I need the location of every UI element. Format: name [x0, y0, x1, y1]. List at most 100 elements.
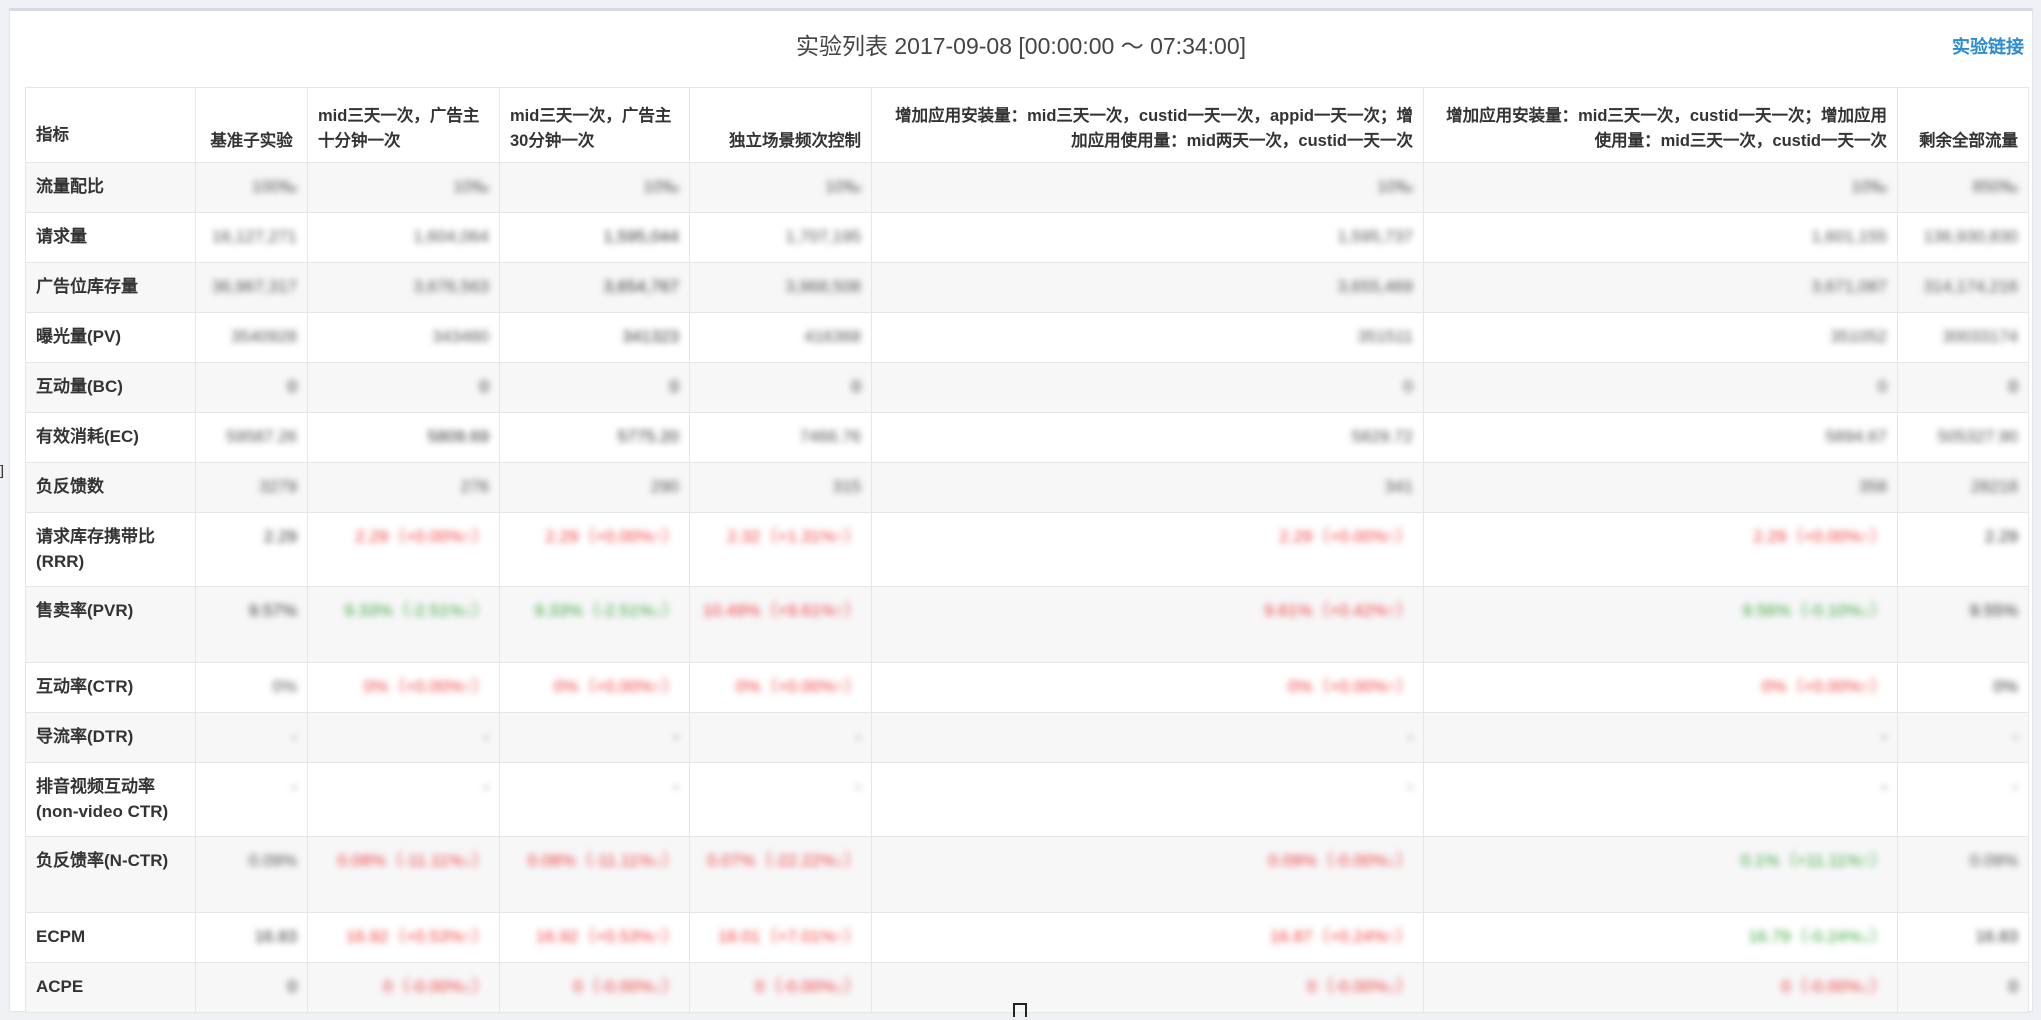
cell-value: 16.79（-0.24%↓）: [1748, 927, 1887, 946]
table-cell: 16.92（+0.53%↑）: [307, 912, 500, 963]
cell-value: 136,930,830: [1923, 227, 2018, 246]
table-cell: 7466.76: [689, 412, 872, 463]
page-title: 实验列表 2017-09-08 [00:00:00 ～ 07:34:00]: [795, 33, 1247, 59]
table-row: 互动量(BC) 0 0 0 0 0 0 0: [25, 362, 2029, 413]
table-cell: 2.32（+1.31%↑）: [689, 512, 872, 587]
table-cell: -: [195, 712, 308, 763]
table-cell: 0.09%: [1897, 836, 2029, 913]
table-cell: 5894.67: [1423, 412, 1898, 463]
table-cell: 18.01（+7.01%↑）: [689, 912, 872, 963]
cell-value: 0.1%（+11.11%↑）: [1740, 851, 1887, 870]
cell-value: 0（-0.00%↓）: [383, 977, 489, 996]
table-row: 导流率(DTR) - - - - - - -: [25, 712, 2029, 763]
cell-value: 3,654,767: [603, 277, 679, 296]
table-cell: 3,968,508: [689, 262, 872, 313]
table-cell: 1,604,064: [307, 212, 500, 263]
metric-label: 互动率(CTR): [25, 662, 196, 713]
cell-value: 2.29（+0.00%↑）: [1279, 527, 1413, 546]
cell-value: 9.61%（+0.42%↑）: [1264, 601, 1413, 620]
table-row: 有效消耗(EC) 59587.26 5809.69 5775.20 7466.76 582…: [25, 412, 2029, 463]
cell-value: 850‰: [1972, 177, 2018, 196]
table-cell: 10‰: [689, 162, 872, 213]
table-cell: 351511: [871, 312, 1424, 363]
cell-value: -: [483, 777, 489, 796]
cell-value: -: [1881, 727, 1887, 746]
table-cell: 5829.72: [871, 412, 1424, 463]
experiment-panel: 实验列表 2017-09-08 [00:00:00 ～ 07:34:00] 实验…: [9, 8, 2033, 1013]
metric-label: 负反馈数: [25, 462, 196, 513]
table-cell: 9.33%（-2.51%↓）: [499, 586, 690, 663]
cell-value: -: [291, 777, 297, 796]
column-header: 基准子实验: [195, 87, 308, 163]
resize-handle[interactable]: [1013, 1003, 1027, 1017]
table-header-row: 指标 基准子实验 mid三天一次，广告主十分钟一次 mid三天一次，广告主30分…: [25, 87, 2029, 163]
table-cell: 0.09%: [195, 836, 308, 913]
metric-label: 广告位库存量: [25, 262, 196, 313]
table-cell: 0.1%（+11.11%↑）: [1423, 836, 1898, 913]
cell-value: 0（-0.00%↓）: [755, 977, 861, 996]
cell-value: 30033174: [1942, 327, 2018, 346]
table-cell: 0%（+0.00%↑）: [499, 662, 690, 713]
cell-value: 276: [460, 477, 489, 496]
cell-value: 2.29（+0.00%↑）: [355, 527, 489, 546]
table-cell: 9.33%（-2.51%↓）: [307, 586, 500, 663]
cell-value: 0%（+0.00%↑）: [735, 677, 861, 696]
cell-value: 1,707,195: [785, 227, 861, 246]
left-edge-marker: ]: [0, 462, 4, 478]
table-cell: 0（-0.00%↓）: [871, 962, 1424, 1013]
table-cell: 0%（+0.00%↑）: [871, 662, 1424, 713]
table-cell: 341: [871, 462, 1424, 513]
table-cell: 9.55%: [1897, 586, 2029, 663]
cell-value: -: [673, 777, 679, 796]
metric-label: 排音视频互动率(non-video CTR): [25, 762, 196, 837]
table-cell: 16,127,271: [195, 212, 308, 263]
table-row: 流量配比 100‰ 10‰ 10‰ 10‰ 10‰ 10‰ 850‰: [25, 162, 2029, 213]
table-cell: 16.87（+0.24%↑）: [871, 912, 1424, 963]
cell-value: 351511: [1357, 327, 1413, 346]
cell-value: -: [673, 727, 679, 746]
column-header: 独立场景频次控制: [689, 87, 872, 163]
table-cell: 0%（+0.00%↑）: [307, 662, 500, 713]
table-row: 互动率(CTR) 0% 0%（+0.00%↑） 0%（+0.00%↑） 0%（+0.00…: [25, 662, 2029, 713]
cell-value: 341: [1384, 477, 1413, 496]
table-cell: 0.08%（-11.11%↓）: [307, 836, 500, 913]
metric-label: 请求库存携带比(RRR): [25, 512, 196, 587]
table-cell: 100‰: [195, 162, 308, 213]
cell-value: -: [483, 727, 489, 746]
cell-value: 7466.76: [799, 427, 861, 446]
cell-value: -: [1881, 777, 1887, 796]
table-row: 排音视频互动率(non-video CTR) - - - - - - -: [25, 762, 2029, 837]
table-cell: 314,174,216: [1897, 262, 2029, 313]
cell-value: 0.08%（-11.11%↓）: [337, 851, 490, 870]
table-cell: 28218: [1897, 462, 2029, 513]
cell-value: 100‰: [251, 177, 297, 196]
table-cell: 0: [195, 962, 308, 1013]
table-cell: -: [871, 762, 1424, 837]
cell-value: 0: [851, 377, 861, 396]
table-cell: 0: [1423, 362, 1898, 413]
table-cell: 16.83: [1897, 912, 2029, 963]
metric-label: 导流率(DTR): [25, 712, 196, 763]
metric-label: ACPE: [25, 962, 196, 1013]
table-cell: 2.29: [1897, 512, 2029, 587]
cell-value: 416368: [804, 327, 861, 346]
column-header: 增加应用安装量：mid三天一次，custid一天一次，appid一天一次；增加应…: [871, 87, 1424, 163]
table-cell: 36,967,317: [195, 262, 308, 313]
cell-value: 16.83: [254, 927, 297, 946]
cell-value: 0%: [272, 677, 297, 696]
cell-value: 3,655,469: [1337, 277, 1413, 296]
table-cell: 0.07%（-22.22%↓）: [689, 836, 872, 913]
cell-value: 0: [287, 377, 297, 396]
cell-value: 0: [2008, 377, 2018, 396]
experiment-link[interactable]: 实验链接: [1952, 37, 2024, 57]
table-cell: 0: [1897, 362, 2029, 413]
table-cell: 0（-0.00%↓）: [499, 962, 690, 1013]
table-cell: -: [689, 762, 872, 837]
cell-value: 10‰: [643, 177, 679, 196]
cell-value: 16.92（+0.53%↑）: [345, 927, 489, 946]
cell-value: 315: [832, 477, 861, 496]
table-cell: 136,930,830: [1897, 212, 2029, 263]
table-cell: 0: [871, 362, 1424, 413]
table-cell: 0%: [195, 662, 308, 713]
table-cell: -: [689, 712, 872, 763]
